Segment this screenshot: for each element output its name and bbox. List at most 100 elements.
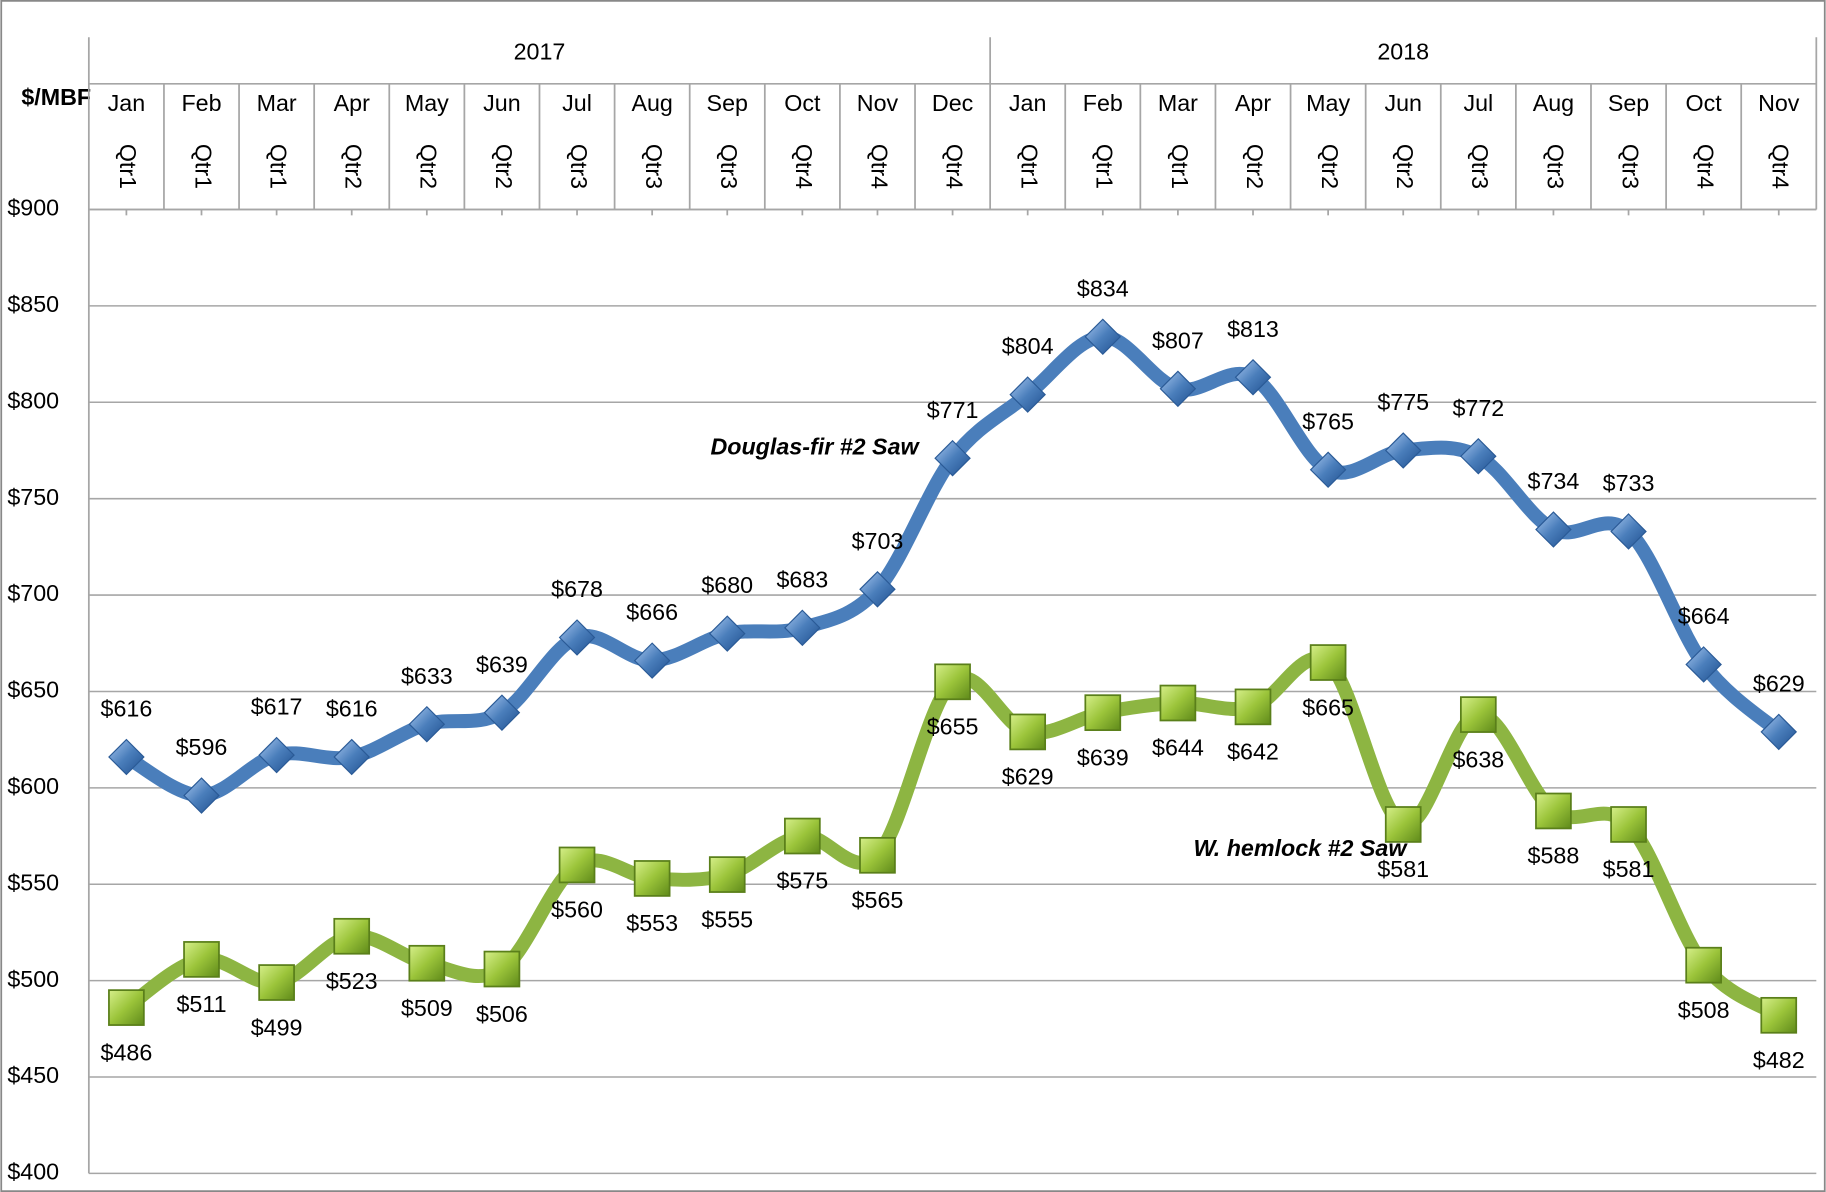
data-label: $804 xyxy=(1002,333,1054,359)
quarter-label: Qtr1 xyxy=(1017,144,1043,189)
quarter-label: Qtr2 xyxy=(491,144,517,189)
y-tick-label: $550 xyxy=(7,869,59,895)
month-label: Nov xyxy=(1758,90,1800,116)
data-label: $581 xyxy=(1603,856,1655,882)
month-label: Jan xyxy=(1009,90,1047,116)
diamond-marker xyxy=(708,615,746,652)
data-label: $486 xyxy=(101,1039,153,1065)
square-marker xyxy=(1459,696,1497,733)
data-label: $772 xyxy=(1452,395,1504,421)
y-tick-label: $900 xyxy=(7,195,59,221)
data-label: $596 xyxy=(176,734,228,760)
data-label: $633 xyxy=(401,663,453,689)
y-tick-label: $700 xyxy=(7,580,59,606)
diamond-marker xyxy=(1760,713,1798,751)
y-tick-label: $800 xyxy=(7,387,59,413)
quarter-label: Qtr4 xyxy=(791,144,817,189)
diamond-marker xyxy=(558,619,596,656)
diamond-marker xyxy=(1309,451,1347,489)
quarter-label: Qtr2 xyxy=(416,144,442,189)
year-label: 2018 xyxy=(1377,39,1429,65)
diamond-marker xyxy=(183,777,220,814)
month-label: Jun xyxy=(483,90,521,116)
month-label: Jun xyxy=(1384,90,1422,116)
quarter-label: Qtr2 xyxy=(1242,144,1268,189)
square-marker xyxy=(1760,996,1798,1034)
data-label: $506 xyxy=(476,1001,528,1027)
square-marker xyxy=(784,817,821,855)
month-label: Nov xyxy=(857,90,899,116)
quarter-label: Qtr4 xyxy=(866,144,892,189)
square-marker xyxy=(1685,946,1722,984)
quarter-label: Qtr3 xyxy=(1617,144,1643,189)
quarter-label: Qtr3 xyxy=(641,144,667,189)
y-tick-label: $400 xyxy=(7,1159,59,1185)
data-label: $511 xyxy=(176,991,226,1017)
data-label: $665 xyxy=(1302,694,1354,720)
diamond-marker xyxy=(108,738,145,776)
data-label: $638 xyxy=(1452,746,1504,772)
quarter-label: Qtr2 xyxy=(1317,144,1343,189)
square-marker xyxy=(558,846,596,884)
y-tick-label: $750 xyxy=(7,484,59,510)
diamond-marker xyxy=(1159,370,1197,408)
quarter-label: Qtr3 xyxy=(1467,144,1493,189)
square-marker xyxy=(859,836,896,874)
square-marker xyxy=(1610,806,1647,843)
data-label: $807 xyxy=(1152,327,1204,353)
month-label: May xyxy=(1306,90,1350,116)
quarter-label: Qtr2 xyxy=(1392,144,1418,189)
diamond-marker xyxy=(859,571,896,608)
quarter-label: Qtr1 xyxy=(1167,144,1193,189)
data-label: $523 xyxy=(326,968,378,994)
data-label: $666 xyxy=(626,599,678,625)
diamond-marker xyxy=(333,738,371,776)
quarter-label: Qtr3 xyxy=(1542,144,1568,189)
month-label: Jul xyxy=(1463,90,1493,116)
diamond-marker xyxy=(258,736,295,774)
quarter-label: Qtr3 xyxy=(566,144,592,189)
data-label: $508 xyxy=(1678,997,1730,1023)
month-label: Aug xyxy=(1533,90,1574,116)
diamond-marker xyxy=(633,642,671,679)
diamond-marker xyxy=(934,439,971,477)
data-label: $555 xyxy=(701,906,753,932)
data-label: $765 xyxy=(1302,408,1354,434)
data-label: $616 xyxy=(326,696,378,722)
diamond-marker xyxy=(1084,318,1122,356)
month-label: Dec xyxy=(932,90,974,116)
square-marker xyxy=(1084,694,1122,731)
data-label: $683 xyxy=(776,566,828,592)
data-label: $616 xyxy=(101,696,153,722)
diamond-marker xyxy=(483,694,521,731)
data-label: $629 xyxy=(1753,671,1805,697)
square-marker xyxy=(1309,644,1347,681)
data-label: $581 xyxy=(1377,856,1429,882)
square-marker xyxy=(1384,806,1422,843)
y-tick-label: $450 xyxy=(7,1062,59,1088)
data-label: $775 xyxy=(1377,389,1429,415)
diamond-marker xyxy=(1234,358,1272,396)
y-axis-title: $/MBF xyxy=(21,84,91,110)
month-label: Feb xyxy=(181,90,221,116)
square-marker xyxy=(1009,713,1047,751)
series-annotation: W. hemlock #2 Saw xyxy=(1194,835,1409,861)
diamond-marker xyxy=(1685,646,1722,683)
square-marker xyxy=(483,950,521,988)
quarter-label: Qtr1 xyxy=(1092,144,1118,189)
month-label: Mar xyxy=(1158,90,1198,116)
square-marker xyxy=(333,917,371,955)
month-label: Feb xyxy=(1083,90,1123,116)
data-label: $639 xyxy=(476,651,528,677)
data-label: $565 xyxy=(852,887,904,913)
square-marker xyxy=(108,989,145,1026)
y-tick-label: $500 xyxy=(7,966,59,992)
data-label: $834 xyxy=(1077,275,1129,301)
month-label: Jan xyxy=(108,90,146,116)
square-marker xyxy=(934,663,971,701)
square-marker xyxy=(708,856,746,893)
quarter-label: Qtr4 xyxy=(1692,144,1718,189)
data-label: $588 xyxy=(1528,843,1580,869)
square-marker xyxy=(1535,792,1572,830)
